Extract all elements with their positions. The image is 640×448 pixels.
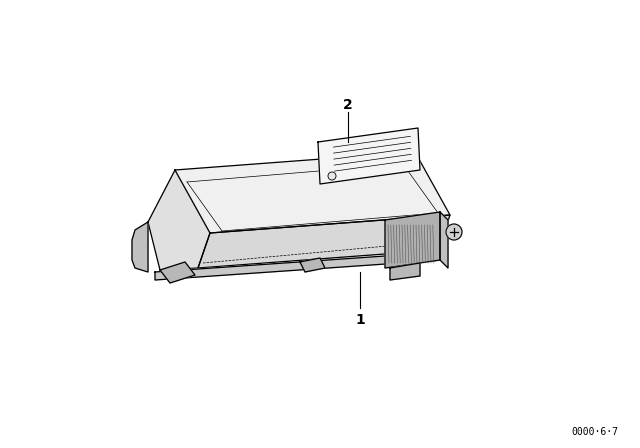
Polygon shape xyxy=(440,212,448,268)
Text: 0000·6·7: 0000·6·7 xyxy=(571,427,618,437)
Polygon shape xyxy=(390,263,420,280)
Polygon shape xyxy=(132,222,148,272)
Polygon shape xyxy=(148,170,210,270)
Polygon shape xyxy=(175,152,450,233)
Polygon shape xyxy=(198,215,450,268)
Polygon shape xyxy=(155,252,443,280)
Polygon shape xyxy=(300,258,325,272)
Circle shape xyxy=(446,224,462,240)
Circle shape xyxy=(328,172,336,180)
Polygon shape xyxy=(160,262,195,283)
Polygon shape xyxy=(385,212,440,268)
Polygon shape xyxy=(318,128,420,184)
Text: 1: 1 xyxy=(355,313,365,327)
Text: 2: 2 xyxy=(343,98,353,112)
